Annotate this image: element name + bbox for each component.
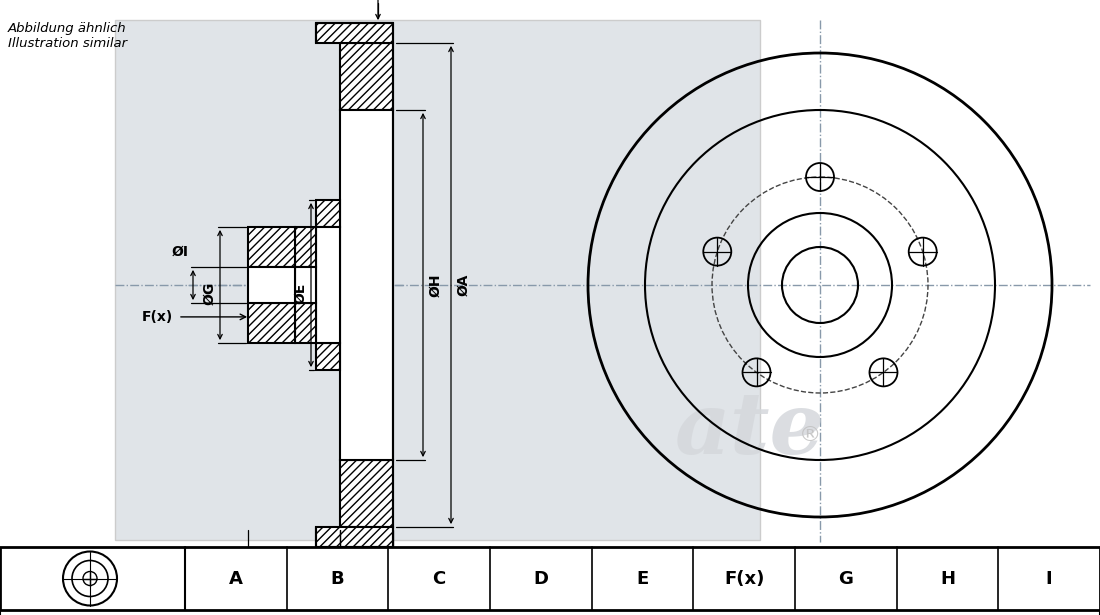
Text: H: H [940, 569, 955, 587]
Bar [316, 527, 393, 547]
Bar [0, 610, 1100, 615]
Bar [116, 20, 760, 540]
Bar [316, 23, 393, 43]
Text: E: E [637, 569, 649, 587]
Text: C: C [432, 569, 446, 587]
Text: ØI: ØI [172, 245, 189, 259]
Text: D: D [288, 605, 299, 615]
Text: ate: ate [675, 388, 825, 472]
Text: F(x): F(x) [142, 310, 173, 324]
Bar [248, 227, 295, 267]
Text: ®: ® [799, 425, 822, 445]
Text: Abbildung ähnlich: Abbildung ähnlich [8, 22, 126, 35]
Bar [248, 303, 295, 343]
Bar [340, 110, 393, 460]
Bar [316, 343, 340, 370]
Text: C (MTH): C (MTH) [345, 577, 408, 591]
Text: Illustration similar: Illustration similar [8, 37, 128, 50]
Bar [0, 547, 1100, 610]
Text: I: I [1046, 569, 1053, 587]
Text: B: B [331, 569, 344, 587]
Text: F(x): F(x) [724, 569, 764, 587]
Text: ØH: ØH [428, 273, 442, 297]
Text: ØG: ØG [202, 282, 216, 304]
Text: A: A [229, 569, 243, 587]
Bar [295, 267, 316, 303]
Bar [295, 227, 316, 267]
Text: D: D [534, 569, 548, 587]
Bar [295, 303, 316, 343]
Text: ØA: ØA [456, 274, 470, 296]
Text: G: G [838, 569, 854, 587]
Bar [340, 43, 393, 110]
Bar [316, 200, 340, 227]
Text: B: B [334, 577, 345, 591]
Bar [340, 460, 393, 527]
Bar [316, 227, 340, 343]
Bar [248, 267, 295, 303]
Text: ØE: ØE [293, 282, 307, 304]
